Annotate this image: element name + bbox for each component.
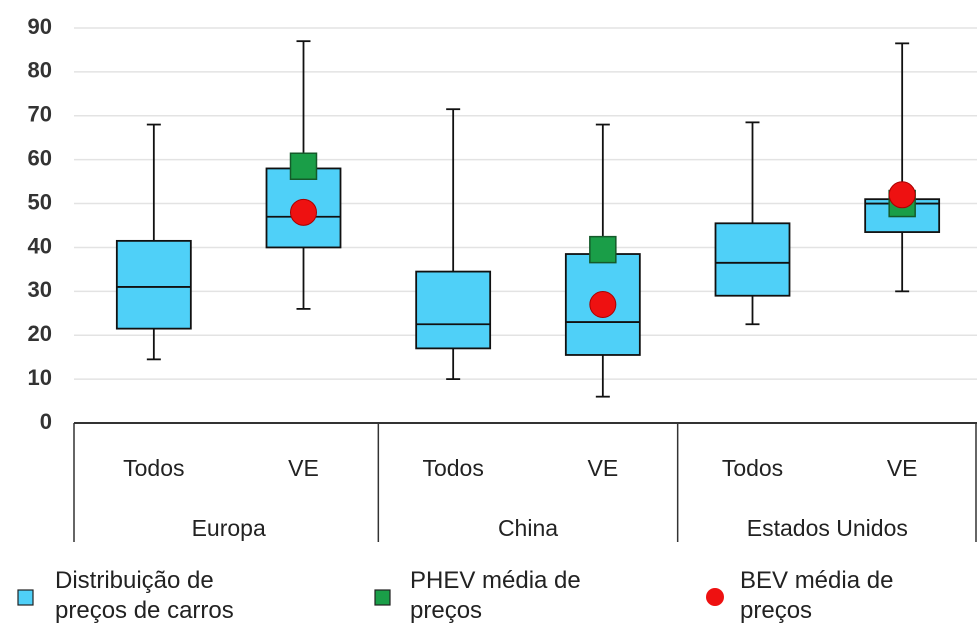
legend-label: Distribuição de preços de carros xyxy=(55,567,234,624)
legend-marker xyxy=(706,588,724,606)
box xyxy=(415,270,492,350)
y-tick-label: 60 xyxy=(28,145,52,170)
y-tick-label: 50 xyxy=(28,189,52,214)
y-tick-label: 70 xyxy=(28,102,52,127)
x-tick-label: VE xyxy=(887,455,918,481)
legend-label: PHEV média de preços xyxy=(410,567,581,624)
legend-marker xyxy=(17,589,34,606)
y-tick-label: 80 xyxy=(28,58,52,83)
y-tick-label: 10 xyxy=(28,365,52,390)
y-tick-label: 0 xyxy=(40,409,52,434)
y-tick-label: 40 xyxy=(28,233,52,258)
legend-marker xyxy=(374,589,391,606)
bev-marker xyxy=(589,291,617,318)
y-tick-label: 30 xyxy=(28,277,52,302)
legend-label: BEV média de preços xyxy=(740,567,894,624)
x-tick-label: VE xyxy=(288,455,319,481)
y-tick-label: 90 xyxy=(28,14,52,39)
x-tick-label: Todos xyxy=(722,455,783,481)
phev-marker xyxy=(289,152,318,180)
phev-marker xyxy=(589,235,617,264)
box xyxy=(714,222,791,297)
x-tick-label: Todos xyxy=(422,455,483,481)
group-label: Europa xyxy=(192,515,266,541)
group-label: Estados Unidos xyxy=(747,515,908,541)
bev-marker xyxy=(888,181,916,209)
bev-marker xyxy=(290,198,317,226)
box xyxy=(115,239,192,330)
group-label: China xyxy=(498,515,558,541)
x-tick-label: VE xyxy=(587,455,618,481)
x-tick-label: Todos xyxy=(123,455,184,481)
y-tick-label: 20 xyxy=(28,321,52,346)
